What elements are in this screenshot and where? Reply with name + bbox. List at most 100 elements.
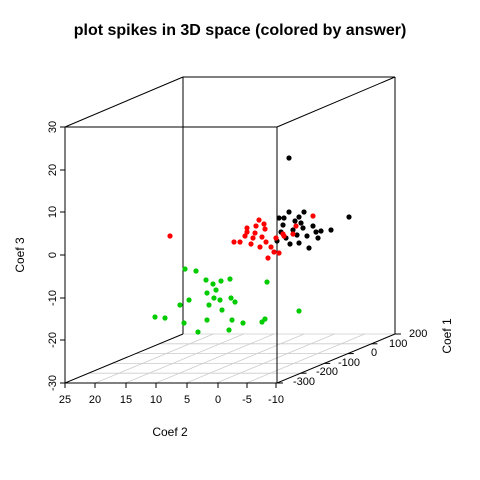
- data-point-green: [204, 290, 210, 296]
- x-tick-label: -10: [268, 394, 284, 406]
- z-tick-label: 100: [389, 338, 407, 350]
- data-point-black: [328, 227, 334, 233]
- data-point-red: [244, 229, 250, 235]
- data-point-red: [268, 244, 274, 250]
- data-point-green: [219, 307, 225, 313]
- x-tick-label: 25: [59, 394, 71, 406]
- data-point-red: [256, 217, 262, 223]
- box-edge: [276, 76, 396, 128]
- z-axis: 200 100 0 -100 -200 -300 Coef 1: [277, 318, 454, 388]
- data-point-green: [218, 278, 224, 284]
- y-axis-title: Coef 3: [13, 237, 27, 273]
- z-tick-label: 0: [371, 347, 377, 359]
- data-point-green: [228, 295, 234, 301]
- x-tick-label: 20: [89, 394, 101, 406]
- x-axis: 25 20 15 10 5 0 -5 -10 Coef 2: [59, 383, 284, 439]
- data-point-green: [264, 279, 270, 285]
- data-point-red: [257, 244, 263, 250]
- z-tick-label: -200: [316, 366, 338, 378]
- data-point-black: [281, 215, 287, 221]
- grid-line: [125, 333, 244, 384]
- data-point-red: [259, 234, 265, 240]
- data-point-green: [195, 329, 201, 335]
- data-point-green: [193, 268, 199, 274]
- data-point-red: [265, 255, 271, 261]
- grid-line: [95, 333, 214, 384]
- z-axis-title: Coef 1: [440, 318, 454, 354]
- data-point-black: [304, 233, 310, 239]
- data-point-black: [294, 232, 300, 238]
- grid-line: [185, 333, 305, 384]
- data-point-black: [318, 228, 324, 234]
- x-tick-label: 5: [184, 394, 190, 406]
- data-point-black: [346, 214, 352, 220]
- data-point-black: [287, 241, 293, 247]
- data-point-black: [310, 223, 316, 229]
- data-point-green: [186, 297, 192, 303]
- grid-line: [155, 333, 275, 384]
- data-point-black: [276, 215, 282, 221]
- box-edge: [64, 76, 184, 128]
- data-point-green: [177, 302, 183, 308]
- data-point-green: [204, 317, 210, 323]
- y-tick-label: 0: [47, 252, 59, 258]
- data-point-black: [298, 220, 304, 226]
- y-tick-label: 20: [47, 164, 59, 176]
- data-point-green: [182, 266, 188, 272]
- box-edge: [276, 333, 396, 384]
- data-point-green: [227, 276, 233, 282]
- data-point-red: [167, 233, 173, 239]
- grid-line: [216, 333, 335, 384]
- data-point-red: [273, 235, 279, 241]
- x-tick-label: 0: [215, 394, 221, 406]
- data-point-green: [211, 295, 217, 301]
- data-point-black: [296, 240, 302, 246]
- data-point-red: [253, 223, 259, 229]
- data-point-black: [315, 235, 321, 241]
- y-axis: 30 20 10 0 -10 -20 -30 Coef 3: [13, 121, 65, 391]
- x-axis-title: Coef 2: [152, 425, 188, 439]
- data-point-green: [213, 287, 219, 293]
- data-point-black: [286, 209, 292, 215]
- y-tick-label: -30: [47, 375, 59, 391]
- data-point-red: [293, 223, 299, 229]
- data-point-green: [206, 302, 212, 308]
- data-point-red: [237, 239, 243, 245]
- z-tick-label: -300: [293, 376, 315, 388]
- data-point-red: [231, 239, 237, 245]
- data-point-green: [229, 317, 235, 323]
- data-point-black: [301, 209, 307, 215]
- data-point-green: [296, 308, 302, 314]
- data-point-red: [262, 226, 268, 232]
- x-tick-label: 10: [150, 394, 162, 406]
- data-point-green: [240, 320, 246, 326]
- data-point-red: [250, 235, 256, 241]
- chart-title: plot spikes in 3D space (colored by answ…: [73, 22, 407, 39]
- y-tick-label: 30: [47, 121, 59, 133]
- box-edge: [64, 333, 184, 384]
- data-point-green: [210, 281, 216, 287]
- data-points: [152, 155, 352, 335]
- box-edges: [64, 76, 396, 384]
- data-point-red: [276, 250, 282, 256]
- data-point-green: [203, 277, 209, 283]
- data-point-green: [217, 297, 223, 303]
- data-point-black: [313, 229, 319, 235]
- data-point-green: [226, 327, 232, 333]
- data-point-black: [296, 214, 302, 220]
- y-tick-label: 10: [47, 206, 59, 218]
- data-point-green: [232, 299, 238, 305]
- data-point-red: [252, 230, 258, 236]
- data-point-red: [271, 249, 277, 255]
- data-point-red: [290, 231, 296, 237]
- data-point-red: [310, 213, 316, 219]
- data-point-green: [181, 320, 187, 326]
- z-tick-label: -100: [338, 357, 360, 369]
- data-point-red: [242, 233, 248, 239]
- data-point-green: [162, 315, 168, 321]
- data-point-green: [262, 316, 268, 322]
- grid-line: [246, 333, 365, 384]
- x-tick-label: -5: [242, 394, 252, 406]
- data-point-red: [280, 231, 286, 237]
